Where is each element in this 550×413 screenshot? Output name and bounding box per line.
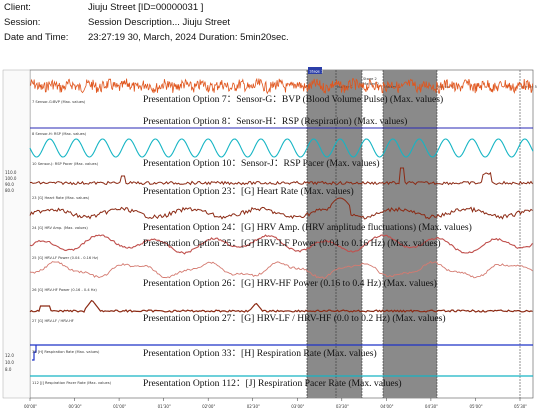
x-tick-label: 03'30"	[336, 404, 349, 409]
x-tick-label: 05'30"	[514, 404, 527, 409]
x-tick-label: 01'30"	[158, 404, 171, 409]
hr-scale-1: 110.0	[5, 170, 17, 175]
heart-rate-trace	[29, 167, 533, 186]
hf-power-trace	[29, 260, 533, 279]
stage-tag-box[interactable]	[308, 67, 322, 74]
rr-step	[32, 345, 37, 361]
scale-strip	[2, 69, 31, 399]
option-labels: Presentation Option 7：Sensor-G：BVP (Bloo…	[143, 94, 472, 389]
hr-scale-3: 90.0	[5, 182, 14, 187]
x-tick-label: 04'30"	[425, 404, 438, 409]
x-tick-label: 05'00"	[469, 404, 482, 409]
x-tick-label: 00'30"	[69, 404, 82, 409]
traces	[29, 77, 534, 361]
x-tick-label: 02'00"	[202, 404, 215, 409]
channel-label-bvp: 7 Sensor-G:BVP (Max. values)	[32, 100, 86, 104]
hr-scale-2: 100.0	[5, 176, 17, 181]
x-tick-label: 03'00"	[291, 404, 304, 409]
x-tick-label: 02'30"	[247, 404, 260, 409]
marker-tag-4[interactable]: Marker 4	[438, 85, 455, 89]
channel-label-pr: 112 [J] Respiration Pacer Rate (Max. val…	[32, 381, 112, 385]
x-tick-label: 00'00"	[24, 404, 37, 409]
x-tick-label: 01'00"	[113, 404, 126, 409]
channel-label-pacer: 10 Sensor-J: RSP Pacer (Max. values)	[32, 162, 99, 166]
option-23-label: Presentation Option 23：[G] Heart Rate (M…	[143, 186, 354, 197]
channel-label-rsp: 8 Sensor-H: RSP (Max. values)	[32, 132, 87, 136]
option-33-label: Presentation Option 33：[H] Respiration R…	[143, 348, 377, 359]
channel-label-lfhf: 27 [G] HRV-LF / HRV-HF	[32, 319, 74, 323]
lf-hf-trace	[29, 299, 533, 313]
client-label: Client:	[4, 2, 31, 13]
datetime-value: 23:27:19 30, March, 2024 Duration: 5min2…	[88, 32, 289, 43]
lf-power-trace	[29, 234, 533, 255]
channel-label-lf: 25 [G] HRV-LF Power (0.04 - 0.16 Hz)	[32, 256, 99, 260]
marker-tag-3[interactable]: Marker 3	[384, 85, 400, 89]
rr-scale-3: 8.0	[5, 367, 12, 372]
y-scales: 110.0 100.0 90.0 80.0 12.0 10.0 8.0	[5, 170, 17, 372]
option-24-label: Presentation Option 24：[G] HRV Amp. (HRV…	[143, 222, 472, 233]
pacer-trace	[29, 138, 534, 158]
x-axis: 00'00" 00'30" 01'00" 01'30" 02'00" 02'30" 03'0…	[24, 398, 527, 409]
shaded-epoch-1[interactable]	[307, 70, 362, 398]
hr-scale-4: 80.0	[5, 188, 14, 193]
stage-tag-2[interactable]: Stage 2	[363, 77, 377, 81]
rr-scale-2: 10.0	[5, 360, 14, 365]
session-value: Session Description... Jiuju Street	[88, 17, 231, 28]
channel-label-hf: 26 [G] HRV-HF Power (0.16 - 0.4 Hz)	[32, 288, 97, 292]
bvp-trace	[29, 77, 533, 95]
hrv-amp-trace	[29, 197, 533, 220]
option-112-label: Presentation Option 112：[J] Respiration …	[143, 378, 402, 389]
marker-tag-2[interactable]: Marker 2	[363, 82, 379, 86]
channel-label-rr: 33 [H] Respiration Rate (Max. values)	[32, 350, 100, 354]
option-8-label: Presentation Option 8：Sensor-H：RSP (Resp…	[143, 116, 407, 127]
stage-tag: Stage 1	[310, 70, 324, 74]
shaded-epochs	[307, 70, 437, 398]
shaded-epoch-2[interactable]	[383, 70, 437, 398]
channel-label-hr: 23 [G] Heart Rate (Max. values)	[32, 196, 90, 200]
marker-lines	[306, 70, 521, 398]
channel-label-hrvamp: 24 [G] HRV Amp. (Max. values)	[32, 226, 88, 230]
option-7-label: Presentation Option 7：Sensor-G：BVP (Bloo…	[143, 94, 443, 105]
channel-labels: 7 Sensor-G:BVP (Max. values) 8 Sensor-H:…	[32, 100, 112, 385]
x-tick-label: 04'00"	[380, 404, 393, 409]
client-value: Jiuju Street [ID=00000031 ]	[88, 2, 204, 13]
option-27-label: Presentation Option 27：[G] HRV-LF / HRV-…	[143, 313, 446, 324]
option-26-label: Presentation Option 26：[G] HRV-HF Power …	[143, 278, 437, 289]
rr-scale-1: 12.0	[5, 353, 14, 358]
option-25-label: Presentation Option 25：[G] HRV-LF Power …	[143, 238, 441, 249]
session-label: Session:	[4, 17, 41, 28]
option-10-label: Presentation Option 10：Sensor-J：RSP Pace…	[143, 158, 380, 169]
datetime-label: Date and Time:	[4, 32, 69, 43]
